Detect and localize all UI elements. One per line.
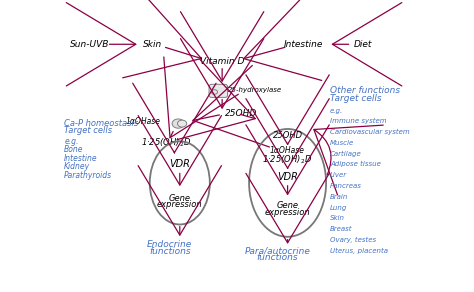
Text: VDR: VDR: [169, 159, 190, 169]
Text: Liver: Liver: [330, 172, 347, 178]
Text: Intestine: Intestine: [64, 154, 98, 163]
Text: Breast: Breast: [330, 226, 353, 232]
Text: 25-hydroxylase: 25-hydroxylase: [228, 87, 283, 93]
Text: Pancreas: Pancreas: [330, 183, 362, 189]
Text: 25OHD: 25OHD: [273, 131, 302, 140]
Text: Intestine: Intestine: [283, 40, 323, 49]
Text: Diet: Diet: [354, 40, 372, 49]
Text: Sun-UVB: Sun-UVB: [70, 40, 109, 49]
Text: Cartilage: Cartilage: [330, 151, 362, 157]
Text: Endocrine: Endocrine: [147, 240, 192, 249]
Text: Adipose tissue: Adipose tissue: [330, 161, 381, 167]
Text: 1·25(OH)$_2$D: 1·25(OH)$_2$D: [263, 154, 313, 166]
Ellipse shape: [211, 90, 218, 94]
Text: Skin: Skin: [330, 215, 345, 221]
FancyBboxPatch shape: [209, 84, 228, 98]
Ellipse shape: [172, 119, 184, 128]
Text: functions: functions: [257, 253, 299, 262]
Text: Parathyroids: Parathyroids: [64, 171, 112, 180]
Text: expression: expression: [157, 200, 202, 209]
Text: Ca-P homeostasis: Ca-P homeostasis: [64, 119, 138, 128]
Text: Immune system: Immune system: [330, 118, 387, 124]
Text: e.g.: e.g.: [330, 107, 343, 114]
Text: Skin: Skin: [143, 40, 163, 49]
Text: functions: functions: [149, 247, 191, 256]
Text: Para/autocrine: Para/autocrine: [245, 246, 310, 255]
Text: 1αOHase: 1αOHase: [126, 117, 161, 126]
Text: Uterus, placenta: Uterus, placenta: [330, 248, 388, 254]
Text: Gene: Gene: [169, 194, 191, 203]
Text: 25OHD: 25OHD: [225, 109, 257, 118]
Text: Ovary, testes: Ovary, testes: [330, 237, 376, 243]
Text: Lung: Lung: [330, 204, 347, 211]
Text: Other functions: Other functions: [330, 86, 400, 95]
Text: e.g.: e.g.: [64, 137, 79, 146]
Ellipse shape: [177, 120, 187, 127]
Text: Cardiovascular system: Cardiovascular system: [330, 129, 410, 135]
Text: Target cells: Target cells: [330, 94, 382, 103]
Text: Muscle: Muscle: [330, 140, 354, 146]
Text: Vitamin D: Vitamin D: [200, 57, 244, 66]
Text: 1·25(OH)$_2$D: 1·25(OH)$_2$D: [141, 137, 191, 149]
Text: Gene: Gene: [277, 201, 299, 211]
Text: Bone: Bone: [64, 145, 84, 154]
Text: Target cells: Target cells: [64, 126, 112, 135]
Text: VDR: VDR: [277, 172, 298, 182]
Text: Kidney: Kidney: [64, 162, 91, 171]
Text: 1αOHase: 1αOHase: [270, 146, 305, 155]
Text: Brain: Brain: [330, 194, 348, 200]
Text: expression: expression: [265, 208, 310, 218]
